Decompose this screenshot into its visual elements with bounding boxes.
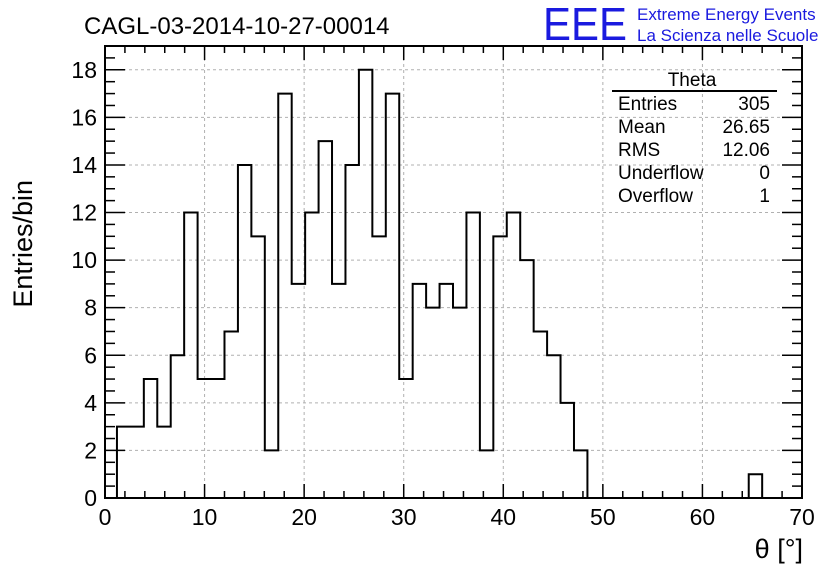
- y-tick-label: 6: [84, 342, 97, 368]
- stats-rows: Entries 305 Mean 26.65 RMS 12.06 Underflow 0 Ove…: [618, 94, 770, 207]
- histogram-bin: [386, 94, 399, 498]
- y-tick-label: 16: [71, 104, 97, 130]
- y-tick-label: 14: [71, 152, 97, 178]
- stats-label: Overflow: [618, 186, 693, 207]
- histogram-bin: [440, 284, 453, 498]
- histogram-bin: [359, 70, 372, 498]
- histogram-bin: [265, 450, 278, 498]
- histogram-outline: [115, 68, 776, 499]
- y-axis-title: Entries/bin: [8, 180, 38, 308]
- histogram-bin: [144, 379, 157, 498]
- histogram-bin: [413, 284, 426, 498]
- stats-label: Entries: [618, 94, 677, 115]
- stats-label: Underflow: [618, 163, 704, 184]
- x-axis-title: θ [°]: [755, 534, 803, 564]
- eee-logo: EEE Extreme Energy Events La Scienza nel…: [543, 0, 818, 50]
- x-tick-label: 50: [590, 504, 616, 530]
- histogram-bin: [534, 331, 547, 498]
- stats-value: 12.06: [722, 140, 770, 161]
- plot-frame: [104, 45, 803, 499]
- stats-value: 1: [759, 186, 770, 207]
- chart-title: CAGL-03-2014-10-27-00014: [84, 13, 390, 40]
- histogram-bin: [520, 260, 533, 498]
- histogram-bin: [749, 474, 762, 498]
- histogram-bin: [399, 379, 412, 498]
- histogram-bin: [480, 450, 493, 498]
- histogram-bin: [345, 165, 358, 498]
- histogram-bin: [372, 236, 385, 498]
- logo-line-1: Extreme Energy Events: [637, 5, 816, 24]
- stats-label: RMS: [618, 140, 660, 161]
- y-tick-label: 2: [84, 437, 97, 463]
- x-tick-label: 70: [789, 504, 815, 530]
- y-tick-label: 4: [84, 390, 97, 416]
- histogram-bin: [292, 284, 305, 498]
- stats-title: Theta: [668, 70, 717, 91]
- stats-box: Theta Entries 305 Mean 26.65 RMS 12.06 Underfl…: [612, 70, 777, 207]
- histogram-bin: [251, 236, 264, 498]
- y-tick-label: 12: [71, 200, 97, 226]
- histogram-bin: [211, 379, 224, 498]
- histogram-bin: [224, 331, 237, 498]
- logo-line-2: La Scienza nelle Scuole: [637, 26, 818, 45]
- x-tick-label: 60: [690, 504, 716, 530]
- stats-label: Mean: [618, 117, 666, 138]
- eee-logo-mark: EEE: [543, 0, 627, 50]
- histogram-bin: [332, 284, 345, 498]
- histogram-bin: [171, 355, 184, 498]
- histogram-bin: [319, 141, 332, 498]
- x-tick-label: 10: [192, 504, 218, 530]
- x-axis-ticks: 0 10 20 30 40 50 60 70: [99, 46, 815, 530]
- histogram-bin: [130, 427, 143, 498]
- histogram-bin: [157, 427, 170, 498]
- histogram-bin: [574, 450, 587, 498]
- stats-value: 305: [738, 94, 770, 115]
- histogram-bin: [493, 236, 506, 498]
- stats-value: 0: [759, 163, 770, 184]
- y-tick-label: 0: [84, 485, 97, 511]
- histogram-bin: [117, 427, 130, 498]
- stats-value: 26.65: [722, 117, 770, 138]
- x-tick-label: 0: [99, 504, 112, 530]
- x-tick-label: 40: [490, 504, 516, 530]
- histogram-bin: [278, 94, 291, 498]
- x-tick-label: 20: [291, 504, 317, 530]
- x-tick-label: 30: [391, 504, 417, 530]
- y-tick-label: 8: [84, 295, 97, 321]
- histogram-bin: [238, 165, 251, 498]
- y-tick-label: 10: [71, 247, 97, 273]
- histogram-bin: [547, 355, 560, 498]
- y-tick-label: 18: [71, 57, 97, 83]
- grid-lines: [105, 46, 802, 498]
